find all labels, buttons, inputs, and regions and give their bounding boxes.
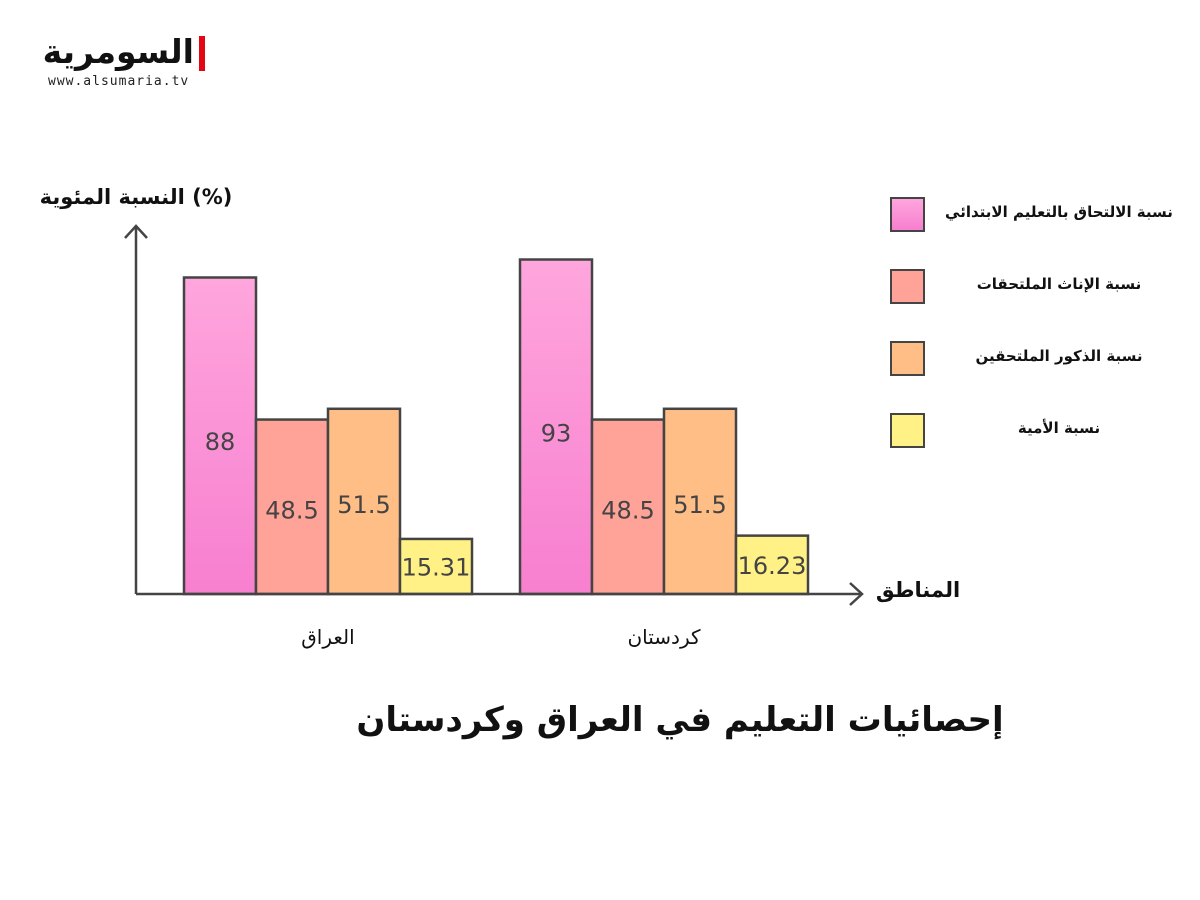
legend-swatch: [890, 269, 925, 304]
legend-label: نسبة الالتحاق بالتعليم الابتدائي: [945, 203, 1173, 221]
bar: [182, 276, 258, 596]
bar-value-label: 93: [541, 419, 572, 447]
alsumaria-logo: السومرية www.alsumaria.tv: [42, 30, 214, 92]
labels-layer: 88 48.5 51.5 15.31 العراق 93 48.5 51.5 16.23 كردس…: [205, 419, 807, 649]
logo-accent-bar: [199, 36, 205, 71]
legend-label: نسبة الذكور الملتحقين: [975, 347, 1143, 365]
category-label: كردستان: [627, 625, 701, 649]
bar: [734, 534, 810, 596]
bar: [518, 258, 594, 596]
x-axis-title: المناطق: [876, 578, 960, 602]
chart-title: إحصائيات التعليم في العراق وكردستان: [356, 700, 1004, 740]
legend-swatch: [890, 341, 925, 376]
bar-value-label: 51.5: [337, 491, 390, 519]
bar: [398, 537, 474, 596]
y-axis-arrow: [124, 224, 148, 239]
logo-name: السومرية: [42, 32, 194, 71]
bar-value-label: 15.31: [402, 554, 471, 582]
legend-item: نسبة الإناث الملتحقات: [890, 267, 1190, 307]
legend-item: نسبة الأمية: [890, 411, 1190, 451]
bar-value-label: 16.23: [738, 552, 807, 580]
bar-value-label: 48.5: [601, 496, 654, 524]
bars-layer: [182, 258, 810, 596]
legend-swatch: [890, 413, 925, 448]
y-axis-title: (%) النسبة المئوية: [40, 185, 233, 209]
category-label: العراق: [301, 625, 354, 649]
axes-layer: [124, 224, 864, 606]
legend-label: نسبة الإناث الملتحقات: [976, 275, 1142, 293]
logo-url: www.alsumaria.tv: [48, 74, 190, 89]
legend-item: نسبة الالتحاق بالتعليم الابتدائي: [890, 195, 1190, 235]
bar: [326, 407, 402, 596]
bar-value-label: 88: [205, 428, 236, 456]
legend-label: نسبة الأمية: [1017, 419, 1101, 437]
legend-swatch: [890, 197, 925, 232]
bar: [662, 407, 738, 596]
legend-item: نسبة الذكور الملتحقين: [890, 339, 1190, 379]
bar-value-label: 48.5: [265, 496, 318, 524]
bar-value-label: 51.5: [673, 491, 726, 519]
x-axis-arrow: [849, 582, 864, 606]
